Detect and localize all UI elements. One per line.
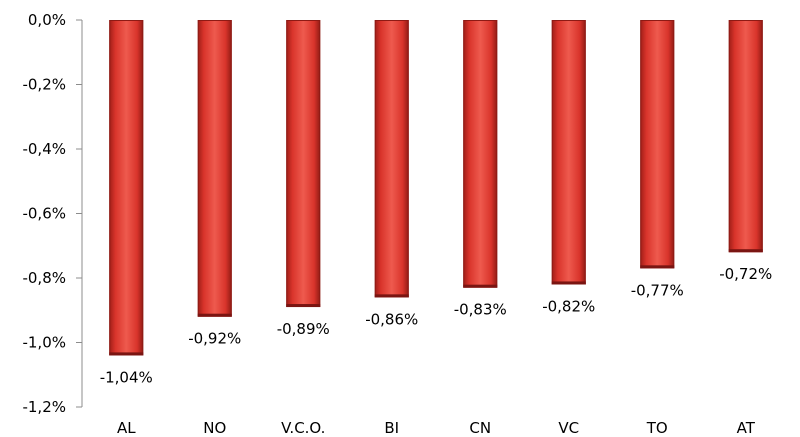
bar-vc [551,20,586,285]
bar-data-label: -0,92% [188,330,241,348]
x-category-label: V.C.O. [281,419,325,437]
bar [551,20,586,285]
bar [640,20,675,269]
bar-cn [463,20,498,288]
bar-vco [286,20,321,308]
y-axis: 0,0% -0,2% -0,4% -0,6% -0,8% -1,0% -1,2% [22,11,83,416]
bar [728,20,763,253]
x-category-label: AT [737,419,756,437]
y-tick-label: -0,6% [22,205,66,223]
x-category-label: BI [384,419,399,437]
bar [463,20,498,288]
bar-data-label: -1,04% [100,368,153,386]
bar [286,20,321,308]
x-category-label: CN [469,419,491,437]
y-tick-label: -0,2% [22,76,66,94]
bar-data-label: -0,77% [631,281,684,299]
x-category-label: NO [203,419,226,437]
bar-bottom-shadow [463,284,498,288]
bar-to [640,20,675,269]
y-tick-label: -1,2% [22,398,66,416]
bar [109,20,144,356]
bar-bottom-shadow [551,281,586,285]
x-category-label: VC [558,419,579,437]
x-axis-labels: AL NO V.C.O. BI CN VC TO AT [117,419,756,437]
x-category-label: AL [117,419,136,437]
bar-bottom-shadow [197,313,232,317]
y-tick-label: -0,8% [22,269,66,287]
bar-bottom-shadow [109,352,144,356]
bar-data-label: -0,83% [454,301,507,319]
bar-data-label: -0,72% [719,265,772,283]
bar-bottom-shadow [374,294,409,298]
bar-data-label: -0,82% [542,297,595,315]
bar-bottom-shadow [286,304,321,308]
bar [197,20,232,317]
y-tick-label: -1,0% [22,334,66,352]
bar [374,20,409,298]
bar-bottom-shadow [640,265,675,269]
bar-at [728,20,763,253]
bars [109,20,763,356]
bar-no [197,20,232,317]
y-tick-label: 0,0% [28,11,66,29]
bar-al [109,20,144,356]
bar-data-label: -0,86% [365,310,418,328]
y-tick-label: -0,4% [22,140,66,158]
bar-bottom-shadow [728,249,763,253]
bar-bi [374,20,409,298]
data-labels: -1,04% -0,92% -0,89% -0,86% -0,83% -0,82% -0,7… [100,265,773,386]
bar-data-label: -0,89% [277,320,330,338]
x-category-label: TO [646,419,668,437]
